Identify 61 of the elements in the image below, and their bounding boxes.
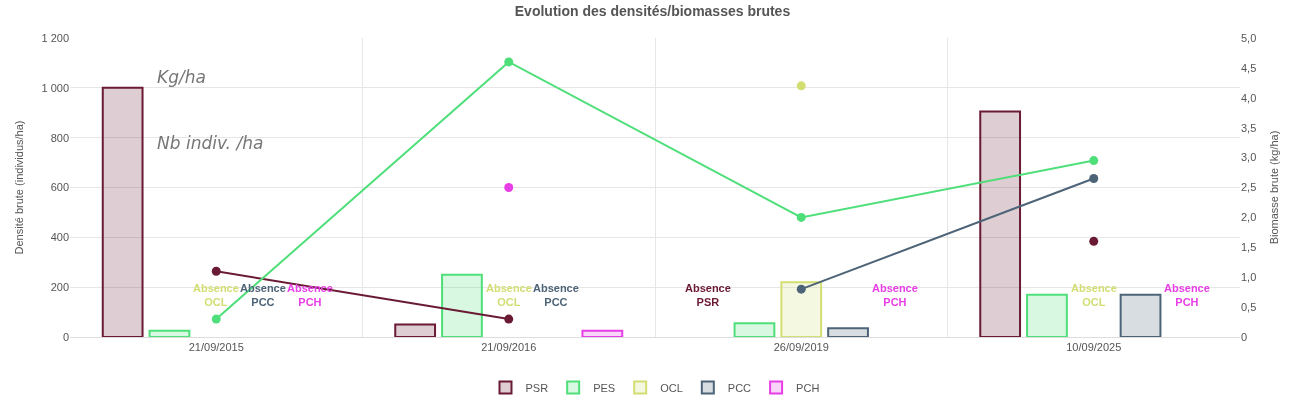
point bbox=[211, 266, 221, 276]
x-tick-label: 21/09/2016 bbox=[481, 341, 537, 354]
y2-tick-label: 3,0 bbox=[1241, 151, 1257, 164]
y-tick-label: 0 bbox=[62, 330, 69, 343]
point bbox=[211, 314, 221, 324]
y2-tick-label: 1,0 bbox=[1241, 271, 1257, 284]
point bbox=[504, 314, 514, 324]
point bbox=[796, 81, 806, 91]
text: Absence OCL bbox=[486, 282, 532, 309]
text: Absence PCC bbox=[533, 282, 579, 309]
y-tick-label: 800 bbox=[50, 131, 69, 144]
y2-tick-label: 5,0 bbox=[1241, 31, 1257, 44]
x-tick-label: 10/09/2025 bbox=[1066, 341, 1122, 354]
bar bbox=[979, 110, 1022, 337]
x-tick-label: 26/09/2019 bbox=[773, 341, 829, 354]
legend-label: OCL bbox=[660, 381, 683, 394]
bar bbox=[827, 327, 869, 337]
point bbox=[1089, 174, 1099, 184]
bar bbox=[1119, 293, 1162, 337]
bar bbox=[148, 329, 191, 337]
y2-tick-label: 4,5 bbox=[1241, 61, 1257, 74]
y-tick-label: 400 bbox=[50, 231, 69, 244]
bar bbox=[441, 273, 483, 337]
point bbox=[1089, 236, 1099, 246]
bar bbox=[1026, 293, 1068, 337]
text: Absence OCL bbox=[1071, 282, 1117, 309]
y2-tick-label: 3,5 bbox=[1241, 121, 1257, 134]
legend-label: PCC bbox=[727, 381, 752, 394]
annotation: Nb indiv. /ha bbox=[157, 133, 264, 153]
bar bbox=[394, 323, 437, 337]
y2-tick-label: 4,0 bbox=[1241, 91, 1257, 104]
point bbox=[796, 212, 806, 222]
point bbox=[504, 183, 514, 192]
bar bbox=[780, 281, 823, 337]
chart-title: Evolution des densités/biomasses brutes bbox=[514, 3, 791, 20]
x-tick-label: 21/09/2015 bbox=[188, 341, 244, 354]
text: Absence PSR bbox=[685, 282, 731, 309]
y2-axis-title: Biomasse brute (kg/ha) bbox=[1268, 130, 1281, 245]
y-axis-title: Densité brute (individus/ha) bbox=[13, 120, 26, 255]
y2-tick-label: 1,5 bbox=[1241, 241, 1257, 254]
y2-tick-label: 2,0 bbox=[1241, 211, 1257, 224]
annotation: Kg/ha bbox=[157, 67, 206, 87]
y-tick-label: 200 bbox=[50, 281, 69, 294]
y-tick-label: 1 200 bbox=[41, 31, 69, 44]
bar bbox=[581, 329, 624, 337]
y2-tick-label: 0,5 bbox=[1241, 300, 1257, 313]
legend-label: PES bbox=[593, 381, 616, 394]
y-tick-label: 1 000 bbox=[41, 81, 69, 94]
point bbox=[796, 284, 806, 294]
y2-tick-label: 2,5 bbox=[1241, 181, 1257, 194]
legend-label: PSR bbox=[525, 381, 549, 394]
y2-tick-label: 0 bbox=[1241, 330, 1248, 343]
legend-label: PCH bbox=[796, 381, 820, 394]
y-tick-label: 600 bbox=[50, 181, 69, 194]
point bbox=[504, 57, 514, 67]
text: Absence PCH bbox=[872, 282, 918, 309]
text: Absence PCH bbox=[1164, 282, 1210, 309]
point bbox=[1089, 156, 1099, 166]
bar bbox=[733, 322, 776, 337]
text: Absence OCL bbox=[193, 282, 239, 309]
bar bbox=[101, 86, 144, 337]
